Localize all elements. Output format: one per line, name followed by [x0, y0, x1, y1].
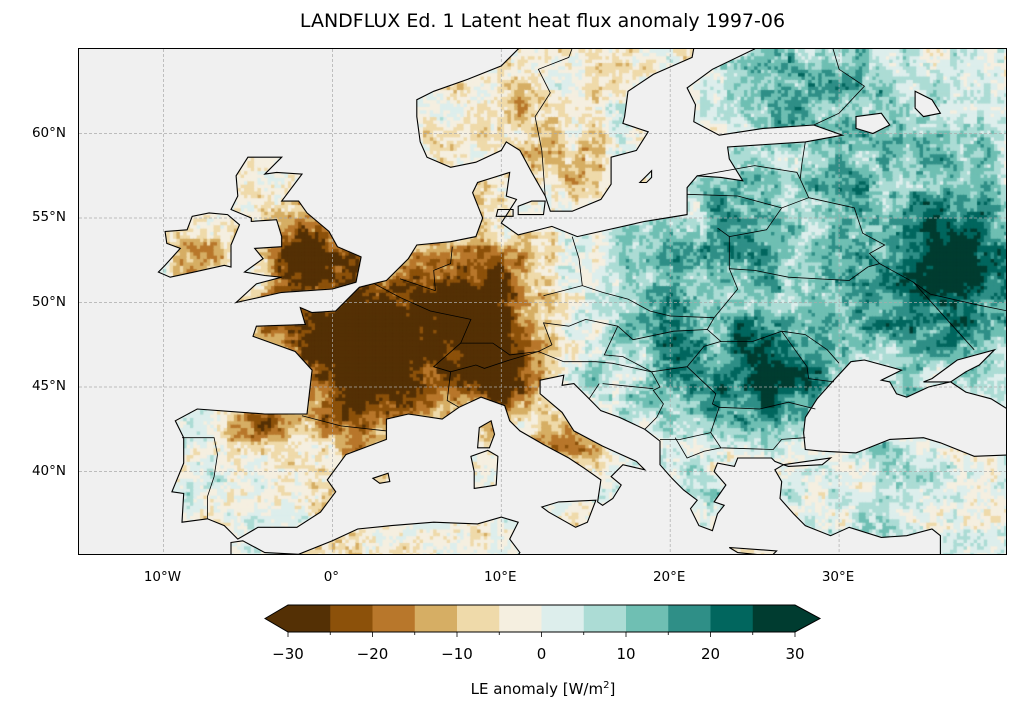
coastline-mallorca: [371, 472, 391, 484]
lat-tick-label: 55°N: [31, 209, 66, 225]
country-border: [534, 49, 573, 197]
country-border: [603, 325, 722, 373]
colorbar-label-text: LE anomaly [W/m: [470, 680, 604, 698]
country-border: [543, 285, 583, 297]
coastline-azov: [923, 348, 997, 383]
country-border: [720, 330, 835, 383]
colorbar-tick-label: 20: [700, 645, 721, 663]
colorbar-label-sup: 2: [603, 680, 610, 691]
country-border: [182, 437, 218, 519]
colorbar: [264, 604, 822, 637]
colorbar-tick-label: −30: [272, 645, 304, 663]
country-border: [301, 415, 387, 432]
lon-tick-label: 20°E: [652, 569, 686, 585]
coastline-onega: [914, 90, 942, 118]
lon-tick-label: 30°E: [821, 569, 855, 585]
lat-tick-label: 50°N: [31, 293, 66, 310]
colorbar-tick-label: −10: [441, 645, 473, 663]
country-border: [571, 227, 739, 319]
coastline-gotland: [638, 169, 653, 184]
country-border: [697, 165, 801, 180]
coastline-scandinavia: [416, 49, 695, 212]
colorbar-bin: [414, 605, 458, 632]
lon-tick-label: 0°: [323, 569, 340, 585]
colorbar-bin: [752, 605, 796, 632]
lat-tick-label: 40°N: [31, 462, 66, 479]
country-border: [781, 330, 840, 364]
map-plot-area: [78, 48, 1007, 555]
country-border: [913, 281, 975, 351]
coastline-corsica: [477, 419, 496, 449]
colorbar-bin: [288, 605, 331, 632]
coastline-marmara: [783, 457, 833, 467]
colorbar-bin: [372, 605, 416, 632]
coastline-africa: [230, 516, 521, 554]
colorbar-bin: [583, 605, 627, 632]
country-border: [710, 407, 806, 450]
country-border: [563, 361, 664, 430]
country-border: [687, 193, 782, 209]
colorbar-bin: [668, 605, 711, 632]
colorbar-bin: [541, 605, 585, 632]
lat-tick-label: 45°N: [31, 378, 66, 394]
coastline-ireland: [157, 212, 241, 278]
coastline-crete: [729, 546, 778, 554]
coastline-mainland: [171, 49, 941, 554]
country-border: [433, 351, 564, 373]
coastline-sardinia: [470, 449, 499, 490]
coastline-ladoga: [855, 112, 891, 135]
colorbar-bin: [499, 605, 542, 632]
coastline-black: [803, 359, 1006, 457]
colorbar-tick-label: 10: [616, 645, 636, 663]
country-border: [813, 49, 866, 126]
colorbar-tick-label: 30: [785, 645, 805, 663]
country-border: [588, 383, 600, 400]
country-border: [674, 437, 721, 459]
colorbar-bin: [457, 605, 500, 632]
colorbar-tick-label: −20: [356, 645, 389, 663]
colorbar-tick-label: 0: [536, 645, 547, 663]
map-overlay: [79, 49, 1006, 554]
country-border: [799, 141, 806, 180]
coastline-funen: [495, 208, 514, 217]
colorbar-bin: [626, 605, 669, 632]
country-border: [399, 278, 436, 292]
coastline-sicily: [540, 499, 597, 528]
country-border: [686, 366, 816, 410]
colorbar-extend-low: [265, 605, 288, 632]
lon-tick-label: 10°W: [143, 569, 182, 585]
colorbar-bin: [330, 605, 373, 632]
country-border: [729, 263, 1006, 312]
map-title: LANDFLUX Ed. 1 Latent heat flux anomaly …: [299, 10, 786, 32]
lat-tick-label: 60°N: [31, 124, 66, 141]
colorbar-label: LE anomaly [W/m2]: [264, 680, 822, 698]
country-border: [706, 317, 715, 330]
country-border: [808, 197, 886, 264]
country-border: [602, 383, 654, 390]
country-border: [729, 178, 810, 237]
colorbar-label-end: ]: [609, 680, 616, 698]
colorbar-extend-high: [795, 605, 820, 632]
colorbar-bin: [710, 605, 754, 632]
country-border: [660, 432, 711, 440]
lon-tick-label: 10°E: [484, 569, 517, 585]
coastline-uk: [230, 156, 362, 304]
country-border: [460, 318, 618, 356]
coastline-zealand: [517, 200, 546, 216]
country-border: [433, 246, 453, 291]
